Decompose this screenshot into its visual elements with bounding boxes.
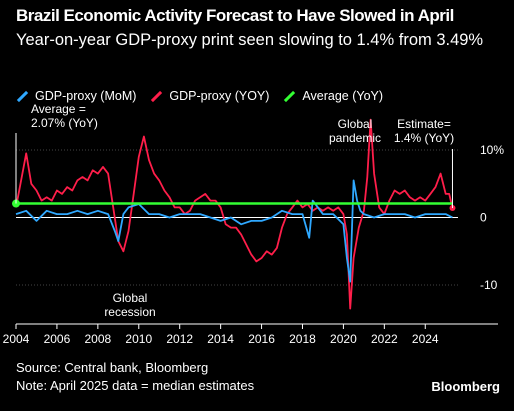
legend: GDP-proxy (MoM) GDP-proxy (YOY) Average …	[16, 89, 383, 103]
y-axis: 10% 0 -10	[480, 143, 504, 292]
pandemic-annotation-line: Global	[338, 117, 373, 131]
x-tick-label: 2010	[125, 332, 152, 346]
series-group	[12, 118, 456, 310]
chart-title: Brazil Economic Activity Forecast to Hav…	[16, 6, 454, 25]
recession-annotation-line: recession	[104, 305, 155, 319]
estimate-annotation: Estimate= 1.4% (YoY)	[394, 117, 454, 145]
x-tick-label: 2004	[3, 332, 30, 346]
y-tick-label: 0	[480, 211, 487, 225]
legend-label-mom: GDP-proxy (MoM)	[35, 89, 137, 103]
average-annotation: Average = 2.07% (YoY)	[31, 102, 98, 130]
footer-note: Note: April 2025 data = median estimates	[16, 378, 255, 393]
x-tick-label: 2014	[207, 332, 234, 346]
average-annotation-line: Average =	[31, 102, 86, 116]
x-axis: 2004 2006 2008 2010 2012 2014 2016 2018 2020 2022…	[3, 323, 498, 346]
pandemic-annotation-line: pandemic	[329, 131, 381, 145]
legend-label-average: Average (YoY)	[302, 89, 384, 103]
annotations: Average = 2.07% (YoY)Global recessionGloba…	[15, 102, 454, 319]
recession-annotation-line: Global	[113, 291, 148, 305]
series-line-yoy	[15, 118, 454, 310]
legend-label-yoy: GDP-proxy (YOY)	[169, 89, 270, 103]
x-tick-label: 2018	[289, 332, 316, 346]
legend-item-yoy: GDP-proxy (YOY)	[150, 89, 269, 103]
x-tick-label: 2016	[248, 332, 275, 346]
recession-annotation: Global recession	[104, 291, 155, 319]
grid-lines	[16, 149, 458, 286]
chart-subtitle: Year-on-year GDP-proxy print seen slowin…	[16, 31, 484, 49]
y-tick-label: -10	[480, 278, 498, 292]
pandemic-annotation: Global pandemic	[329, 117, 381, 145]
average-annotation-line: 2.07% (YoY)	[31, 116, 98, 130]
x-tick-label: 2008	[85, 332, 112, 346]
x-tick-label: 2024	[412, 332, 439, 346]
series-line-mom	[15, 179, 453, 283]
x-tick-label: 2006	[44, 332, 71, 346]
x-tick-label: 2012	[166, 332, 193, 346]
brand-logo: Bloomberg	[431, 379, 500, 394]
estimate-annotation-line: 1.4% (YoY)	[394, 131, 454, 145]
legend-item-average: Average (YoY)	[283, 89, 383, 103]
legend-item-mom: GDP-proxy (MoM)	[16, 89, 136, 103]
x-tick-label: 2022	[371, 332, 398, 346]
estimate-annotation-line: Estimate=	[397, 117, 451, 131]
x-tick-label: 2020	[330, 332, 357, 346]
y-tick-label: 10%	[480, 143, 504, 157]
footer-source: Source: Central bank, Bloomberg	[16, 360, 209, 375]
